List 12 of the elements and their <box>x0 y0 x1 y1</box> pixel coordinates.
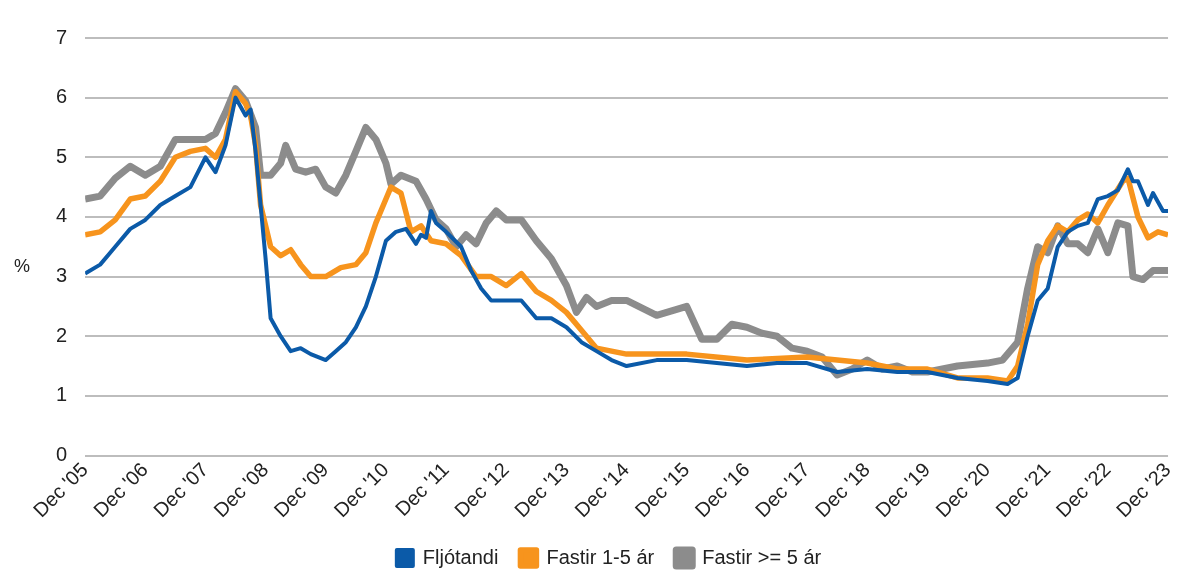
legend-label: Fastir >= 5 ár <box>702 545 822 568</box>
y-tick-label: 2 <box>56 323 68 346</box>
legend-label: Fljótandi <box>422 545 499 568</box>
y-tick-label: 6 <box>56 85 68 108</box>
y-tick-label: 7 <box>56 25 68 48</box>
y-tick-label: 5 <box>56 144 68 167</box>
y-tick-label: 4 <box>56 204 68 227</box>
y-axis-title: % <box>14 255 31 276</box>
y-tick-label: 0 <box>56 443 68 466</box>
y-tick-label: 1 <box>56 383 68 406</box>
legend-label: Fastir 1-5 ár <box>546 545 655 568</box>
y-tick-label: 3 <box>56 264 68 287</box>
